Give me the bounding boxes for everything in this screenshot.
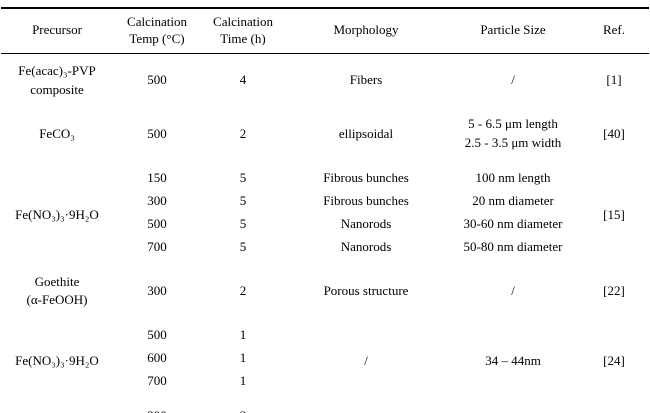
ref-cell: this work <box>579 399 649 413</box>
particle-size-cell: 40 – 81 nm <box>447 399 579 413</box>
calcination-time-cell: 2 <box>201 399 285 413</box>
table-row: 600 1 <box>1 347 649 370</box>
particle-size-cell: / <box>511 282 515 298</box>
morphology-cell: Fibers <box>349 72 383 88</box>
col-header-particle-size: Particle Size <box>447 8 579 54</box>
calcination-temp-cell: 700 <box>147 238 167 254</box>
calcination-temp-cell: 600 <box>147 350 167 366</box>
table-row: Goethite (α-FeOOH) 300 2 Porous structure / [… <box>1 265 649 319</box>
col-header-calcination-time: Calcination Time (h) <box>201 8 285 54</box>
morphology-cell: Porous structure <box>323 282 409 298</box>
calcination-time-cell: 5 <box>239 238 247 254</box>
calcination-temp-cell: 300 <box>147 193 167 208</box>
table-row: 500 5 Nanorods 30-60 nm diameter <box>1 213 649 236</box>
calcination-temp-cell: 500 <box>147 72 167 88</box>
calcination-temp-cell: 300 <box>147 282 167 298</box>
calcination-time-cell: 1 <box>239 327 247 343</box>
calcination-time-cell: 1 <box>239 372 247 388</box>
table-row: 700 1 <box>1 370 649 399</box>
morphology-cell: / <box>364 353 368 369</box>
precursor-cell: Fe-HMTA <box>1 399 113 413</box>
morphology-cell: Fibrous bunches <box>323 170 409 186</box>
morphology-cell: Nanorods <box>340 215 392 231</box>
particle-size-cell: 50-80 nm diameter <box>463 238 563 254</box>
calcination-time-cell: 5 <box>239 193 247 208</box>
col-header-morphology: Morphology <box>285 8 447 54</box>
calcination-temp-cell: 150 <box>147 170 167 186</box>
calcination-comparison-table: Precursor Calcination Temp (°C) Calcinat… <box>1 7 649 413</box>
col-header-precursor: Precursor <box>1 8 113 54</box>
table-row: Fe(NO₃)₃·9H₂O 150 5 Fibrous bunches 100 nm l… <box>1 161 649 222</box>
calcination-time-cell: 5 <box>239 215 247 231</box>
table-row: Fe-HMTA3002Porous, gel-like matrix40 – 8… <box>1 399 649 413</box>
table-row: Fe(acac)₃-PVP composite 500 4 Fibers / [1] <box>1 53 649 107</box>
table-header: Precursor Calcination Temp (°C) Calcinat… <box>1 8 649 54</box>
header-row: Precursor Calcination Temp (°C) Calcinat… <box>1 8 649 54</box>
calcination-time-cell: 2 <box>239 125 247 141</box>
morphology-cell: ellipsoidal <box>338 125 394 141</box>
precursor-cell: FeCO₃ <box>39 125 75 141</box>
precursor-cell: Fe(acac)₃-PVP composite <box>18 62 96 97</box>
table-row: 300 5 Fibrous bunches 20 nm diameter <box>1 190 649 213</box>
calcination-temp-cell: 500 <box>147 327 167 343</box>
table-body: Fe(acac)₃-PVP composite 500 4 Fibers / [1] FeC… <box>1 53 649 413</box>
precursor-cell: Fe(NO₃)₃·9H₂O <box>15 353 99 369</box>
col-header-ref: Ref. <box>579 8 649 54</box>
calcination-time-cell: 2 <box>239 282 247 298</box>
morphology-cell: Fibrous bunches <box>323 193 409 208</box>
table-row: Fe(NO₃)₃·9H₂O 500 1 / 34 – 44nm [24] <box>1 318 649 368</box>
particle-size-cell: 30-60 nm diameter <box>463 215 563 231</box>
calcination-time-cell: 5 <box>239 170 247 186</box>
particle-size-cell: 20 nm diameter <box>472 193 554 208</box>
calcination-temp-cell: 300 <box>113 399 201 413</box>
ref-cell: [22] <box>603 282 625 298</box>
particle-size-cell: 100 nm length <box>475 170 551 186</box>
calcination-temp-cell: 700 <box>147 372 167 388</box>
ref-cell: [1] <box>606 72 622 88</box>
particle-size-cell: / <box>511 72 515 88</box>
calcination-time-cell: 4 <box>239 72 247 88</box>
morphology-cell: Nanorods <box>340 238 392 254</box>
calcination-temp-cell: 500 <box>147 125 167 141</box>
col-header-calcination-temp: Calcination Temp (°C) <box>113 8 201 54</box>
precursor-cell: Goethite (α-FeOOH) <box>26 273 88 308</box>
ref-cell: [40] <box>603 125 625 141</box>
particle-size-cell: 5 - 6.5 μm length 2.5 - 3.5 μm width <box>464 116 562 151</box>
precursor-cell: Fe(NO₃)₃·9H₂O <box>15 207 99 223</box>
morphology-cell: Porous, gel-like matrix <box>285 399 447 413</box>
ref-cell: [24] <box>603 353 625 369</box>
particle-size-cell: 34 – 44nm <box>485 353 541 369</box>
calcination-time-cell: 1 <box>239 350 247 366</box>
ref-cell: [15] <box>603 207 625 223</box>
table-row: FeCO₃ 500 2 ellipsoidal 5 - 6.5 μm length 2.… <box>1 107 649 161</box>
calcination-temp-cell: 500 <box>147 215 167 231</box>
table-row: 700 5 Nanorods 50-80 nm diameter <box>1 236 649 265</box>
